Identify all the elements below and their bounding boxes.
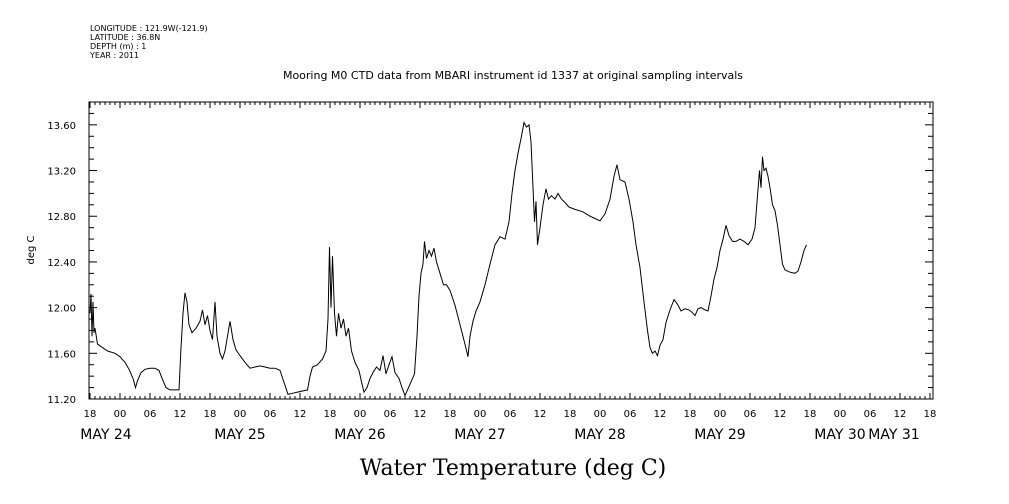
y-axis-label: deg C [26,235,37,264]
x-day-label: MAY 27 [454,427,505,443]
x-hour-label: 06 [144,409,157,420]
x-hour-label: 00 [594,409,607,420]
y-tick-label: 11.20 [47,395,76,406]
x-hour-label: 18 [564,409,577,420]
x-hour-label: 18 [804,409,817,420]
x-hour-label: 18 [204,409,217,420]
x-hour-label: 18 [84,409,97,420]
metadata-block: LONGITUDE : 121.9W(-121.9) LATITUDE : 36… [89,24,208,60]
y-tick-labels: 11.20 11.60 12.00 12.40 12.80 13.20 13.60 [47,121,76,406]
x-hour-label: 18 [324,409,337,420]
x-axis-caption: Water Temperature (deg C) [360,456,667,481]
chart-title: Mooring M0 CTD data from MBARI instrumen… [283,69,743,82]
y-tick-label: 12.80 [47,212,76,223]
x-hour-label: 12 [294,409,307,420]
x-day-label: MAY 25 [214,427,265,443]
x-hour-label: 12 [774,409,787,420]
x-hour-label: 00 [714,409,727,420]
latitude-label: LATITUDE : 36.8N [90,33,160,42]
x-hour-label: 12 [174,409,187,420]
x-hour-label: 12 [654,409,667,420]
x-hour-label: 06 [864,409,877,420]
y-tick-label: 13.60 [47,121,76,132]
x-hour-label: 00 [834,409,847,420]
x-hour-label: 18 [924,409,937,420]
x-hour-label: 06 [624,409,637,420]
year-label: YEAR : 2011 [89,51,139,60]
x-hour-label: 06 [384,409,397,420]
x-hour-label: 18 [684,409,697,420]
y-tick-label: 11.60 [47,349,76,360]
x-hour-label: 00 [474,409,487,420]
depth-label: DEPTH (m) : 1 [90,42,146,51]
x-hour-label: 06 [744,409,757,420]
x-hour-label: 06 [504,409,517,420]
x-hour-label: 12 [414,409,427,420]
x-hour-label: 00 [354,409,367,420]
x-hour-label: 00 [114,409,127,420]
plot-frame [88,101,934,400]
x-hour-label: 12 [534,409,547,420]
y-tick-label: 13.20 [47,167,76,178]
y-tick-label: 12.40 [47,258,76,269]
x-day-label: MAY 30 [814,427,865,443]
x-day-label: MAY 28 [574,427,625,443]
x-hour-label: 18 [444,409,457,420]
x-day-labels: MAY 24 MAY 25 MAY 26 MAY 27 MAY 28 MAY 29 MAY … [80,427,919,443]
axis-ticks [89,101,933,400]
temperature-series-line [89,121,807,397]
x-hour-label: 06 [264,409,277,420]
x-hour-labels: 18 00 06 12 18 00 06 12 18 00 06 12 18 00 06 12 18 00 06 12… [84,409,937,420]
x-hour-label: 12 [894,409,907,420]
x-day-label: MAY 26 [334,427,385,443]
x-day-label: MAY 29 [694,427,745,443]
x-day-label: MAY 24 [80,427,131,443]
longitude-label: LONGITUDE : 121.9W(-121.9) [90,24,208,33]
y-tick-label: 12.00 [47,304,76,315]
x-hour-label: 00 [234,409,247,420]
x-day-label: MAY 31 [868,427,919,443]
